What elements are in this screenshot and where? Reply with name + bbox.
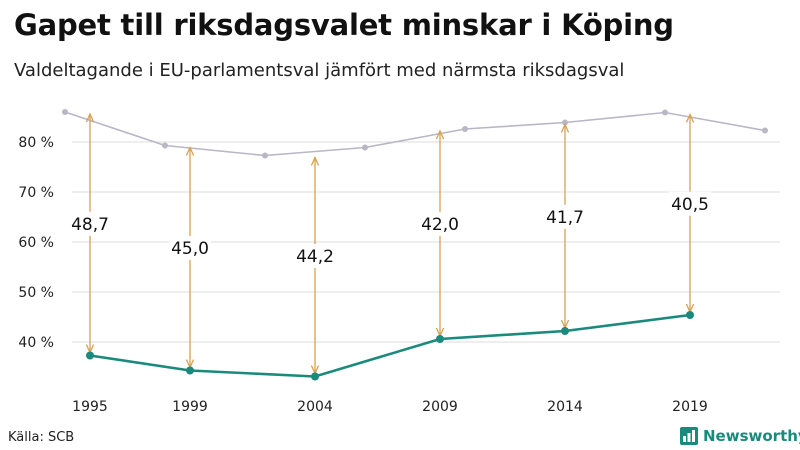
riksdag-point xyxy=(262,152,268,159)
newsworthy-logo: Newsworthy xyxy=(680,427,800,445)
y-tick-label: 50 % xyxy=(18,285,54,301)
eu-point xyxy=(561,327,569,335)
gap-label-bg xyxy=(419,212,461,236)
x-tick-label: 2009 xyxy=(422,399,458,415)
y-tick-label: 40 % xyxy=(18,335,54,351)
gap-label-bg xyxy=(544,204,586,229)
gap-label-bg xyxy=(69,211,111,236)
x-tick-label: 1999 xyxy=(172,399,208,415)
eu-point xyxy=(186,366,194,375)
x-tick-label: 2004 xyxy=(297,399,333,415)
chart-subtitle: Valdeltagande i EU-parlamentsval jämfört… xyxy=(14,60,625,81)
x-tick-label: 2019 xyxy=(672,399,708,415)
x-tick-label: 2014 xyxy=(547,399,583,415)
eu-point xyxy=(686,311,694,319)
gap-label: 45,0 xyxy=(171,239,209,259)
brand-name: Newsworthy xyxy=(703,427,800,445)
series-line-eu xyxy=(89,313,691,378)
source-note: Källa: SCB xyxy=(8,430,75,445)
chart-title: Gapet till riksdagsvalet minskar i Köpin… xyxy=(14,8,674,42)
riksdag-point xyxy=(62,109,68,115)
eu-point xyxy=(311,372,319,381)
gap-label-bg xyxy=(169,236,211,260)
gap-label-bg xyxy=(669,191,711,216)
gap-label: 40,5 xyxy=(671,195,709,215)
riksdag-point xyxy=(662,109,668,116)
series-line-riksdag xyxy=(64,111,766,157)
eu-point xyxy=(86,351,94,360)
riksdag-point xyxy=(462,126,468,132)
y-tick-label: 60 % xyxy=(18,235,54,251)
eu-point xyxy=(436,335,444,343)
gap-label: 48,7 xyxy=(71,215,109,235)
gap-label: 44,2 xyxy=(296,247,334,267)
riksdag-point xyxy=(162,142,168,149)
gap-label: 42,0 xyxy=(421,215,459,235)
bar-chart-icon xyxy=(680,427,698,445)
riksdag-point xyxy=(362,144,368,151)
gap-label: 41,7 xyxy=(546,208,584,228)
y-tick-label: 80 % xyxy=(18,135,54,151)
riksdag-point xyxy=(762,127,768,134)
x-tick-label: 1995 xyxy=(72,399,108,415)
gap-label-bg xyxy=(294,244,336,268)
y-tick-label: 70 % xyxy=(18,185,54,201)
